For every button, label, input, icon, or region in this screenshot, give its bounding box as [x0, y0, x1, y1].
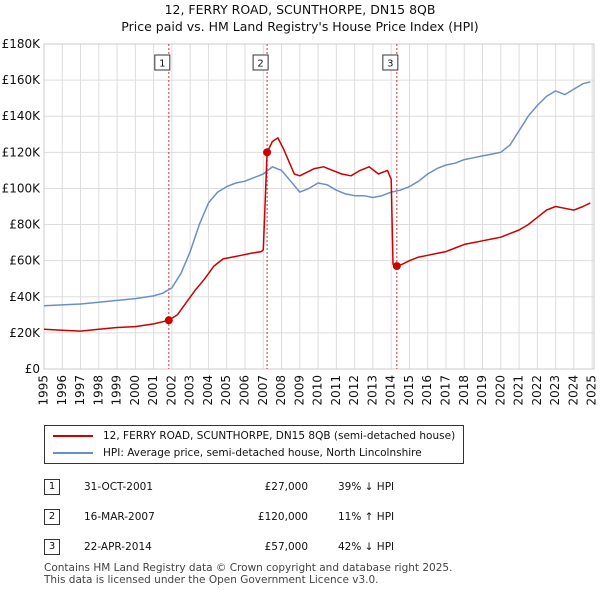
sale-marker-box — [154, 54, 171, 71]
x-tick-label: 2007 — [256, 375, 270, 406]
legend-item-property: 12, FERRY ROAD, SCUNTHORPE, DN15 8QB (se… — [53, 428, 455, 444]
footer-copyright: Contains HM Land Registry data © Crown c… — [44, 562, 453, 574]
plot-frame — [43, 43, 595, 370]
x-tick-label: 2000 — [128, 375, 142, 406]
sale-number: 1 — [44, 479, 60, 495]
price-chart: £0 £20K £40K £60K £80K £100K £120K £140K £160K £1… — [2, 37, 599, 406]
sale-number: 2 — [44, 509, 60, 525]
x-tick-label: 2003 — [183, 375, 197, 406]
x-tick-label: 2020 — [493, 375, 507, 406]
y-tick-label: £160K — [2, 73, 42, 87]
sale-date: 22-APR-2014 — [84, 541, 152, 553]
y-tick-label: £60K — [9, 254, 41, 268]
sale-price: £120,000 — [257, 511, 308, 523]
x-tick-label: 1998 — [91, 375, 105, 406]
sale-hpi: 39% ↓ HPI — [338, 481, 395, 493]
plot-area — [44, 44, 594, 369]
x-tick-label: 2021 — [512, 375, 526, 406]
x-tick-label: 2013 — [365, 375, 379, 406]
y-tick-label: £180K — [2, 37, 42, 51]
table-row: 3 22-APR-2014 £57,000 42% ↓ HPI — [42, 532, 394, 562]
x-tick-label: 1995 — [37, 375, 51, 406]
series-line-hpi — [43, 81, 591, 307]
y-tick-label: £100K — [2, 181, 42, 195]
y-tick-label: £120K — [2, 145, 42, 159]
footer-licence: This data is licensed under the Open Gov… — [44, 574, 379, 586]
sale-point — [392, 262, 401, 271]
sale-marker-box — [252, 54, 269, 71]
table-row: 2 16-MAR-2007 £120,000 11% ↑ HPI — [42, 502, 394, 532]
sale-date: 31-OCT-2001 — [84, 481, 153, 493]
x-tick-label: 2014 — [384, 375, 398, 406]
x-tick-label: 1996 — [55, 375, 69, 406]
x-tick-label: 2009 — [292, 375, 306, 406]
x-tick-label: 2010 — [311, 375, 325, 406]
sale-marker-label: 3 — [387, 59, 393, 70]
x-tick-label: 2008 — [274, 375, 288, 406]
x-tick-label: 2017 — [438, 375, 452, 406]
x-tick-label: 2023 — [548, 375, 562, 406]
sale-price: £27,000 — [264, 481, 308, 493]
y-tick-label: £80K — [9, 218, 41, 232]
series-line-property — [43, 137, 591, 332]
legend-label-hpi: HPI: Average price, semi-detached house,… — [103, 447, 422, 459]
y-tick-label: £20K — [9, 326, 41, 340]
legend-label-property: 12, FERRY ROAD, SCUNTHORPE, DN15 8QB (se… — [103, 430, 456, 442]
table-row: 1 31-OCT-2001 £27,000 39% ↓ HPI — [42, 472, 394, 502]
y-tick-label: £40K — [9, 290, 41, 304]
legend: 12, FERRY ROAD, SCUNTHORPE, DN15 8QB (se… — [44, 425, 464, 464]
x-tick-label: 2001 — [146, 375, 160, 406]
sale-marker-label: 1 — [159, 59, 165, 70]
chart-title: 12, FERRY ROAD, SCUNTHORPE, DN15 8QB — [164, 2, 436, 17]
sale-hpi: 11% ↑ HPI — [338, 511, 395, 523]
legend-swatch-property — [53, 435, 93, 437]
x-tick-label: 2022 — [530, 375, 544, 406]
sale-hpi: 42% ↓ HPI — [338, 541, 395, 553]
legend-swatch-hpi — [53, 452, 93, 454]
y-tick-label: £0 — [25, 362, 40, 376]
x-tick-label: 2006 — [237, 375, 251, 406]
sale-marker-box — [382, 54, 399, 71]
x-tick-label: 1997 — [73, 375, 87, 406]
sale-marker-label: 2 — [257, 59, 263, 70]
x-tick-label: 2011 — [329, 375, 343, 406]
x-tick-label: 2015 — [402, 375, 416, 406]
legend-item-hpi: HPI: Average price, semi-detached house,… — [53, 445, 422, 461]
footer: Contains HM Land Registry data © Crown c… — [44, 562, 452, 586]
x-tick-label: 2025 — [585, 375, 599, 406]
chart-subtitle: Price paid vs. HM Land Registry's House … — [121, 19, 479, 34]
sales-table: 1 31-OCT-2001 £27,000 39% ↓ HPI 2 16-MAR… — [42, 472, 394, 562]
x-tick-label: 1999 — [110, 375, 124, 406]
y-tick-label: £140K — [2, 109, 42, 123]
x-tick-label: 2005 — [219, 375, 233, 406]
x-tick-label: 2019 — [475, 375, 489, 406]
x-tick-label: 2012 — [347, 375, 361, 406]
sale-number: 3 — [44, 539, 60, 555]
sale-point — [263, 148, 272, 157]
sale-price: £57,000 — [264, 541, 308, 553]
x-tick-label: 2024 — [566, 375, 580, 406]
x-tick-label: 2002 — [164, 375, 178, 406]
x-tick-label: 2018 — [457, 375, 471, 406]
sale-point — [164, 316, 173, 325]
x-tick-label: 2004 — [201, 375, 215, 406]
x-tick-label: 2016 — [420, 375, 434, 406]
sale-date: 16-MAR-2007 — [84, 511, 155, 523]
